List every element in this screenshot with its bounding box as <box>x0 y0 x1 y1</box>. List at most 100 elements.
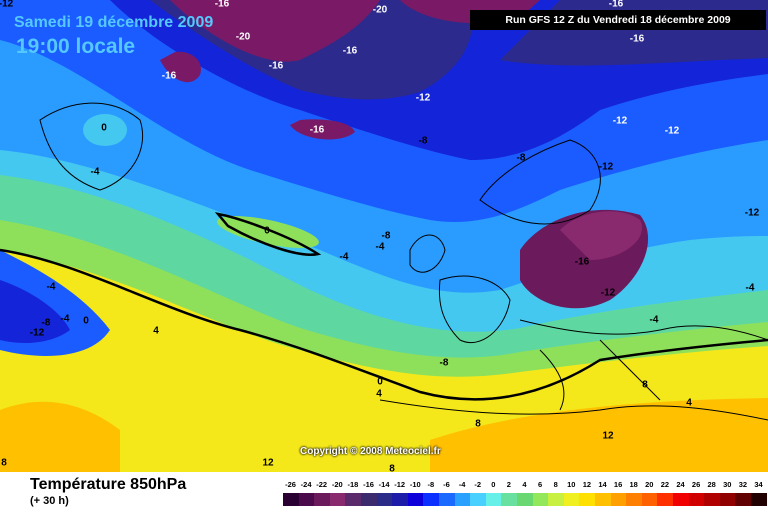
forecast-date: Samedi 19 décembre 2009 <box>14 14 214 31</box>
temperature-map: -12 -16 -16 -20 -20 -16 -16 -16 -16 -12 0 -16 -12 -12… <box>0 0 768 472</box>
legend-tick-label: -20 <box>331 480 343 489</box>
legend-swatch <box>688 493 705 506</box>
contour-value-label: -20 <box>373 5 388 16</box>
contour-value-label: 12 <box>262 458 274 469</box>
legend-tick-label: -18 <box>347 480 359 489</box>
legend-swatch <box>595 493 611 506</box>
legend-tick-label: -26 <box>285 480 296 489</box>
legend-swatch <box>579 493 595 506</box>
legend-swatch <box>704 493 720 506</box>
legend-tick-label: 20 <box>645 480 654 489</box>
contour-value-label: 0 <box>83 316 89 327</box>
legend-swatch <box>501 493 517 506</box>
forecast-lead-time: (+ 30 h) <box>30 495 69 507</box>
legend-tick-label: -4 <box>458 480 466 489</box>
legend-tick-label: -14 <box>378 480 390 489</box>
contour-value-label: -8 <box>440 358 449 369</box>
legend-swatch <box>345 493 361 506</box>
legend-tick-label: 6 <box>538 480 543 489</box>
legend-tick-label: 24 <box>676 480 685 489</box>
contour-value-label: -12 <box>416 93 431 104</box>
legend-swatch <box>423 493 439 506</box>
contour-value-label: 8 <box>642 380 648 391</box>
contour-value-label: -16 <box>269 61 284 72</box>
legend-tick-label: -6 <box>443 480 450 489</box>
legend-tick-label: 12 <box>582 480 592 489</box>
contour-value-label: 8 <box>1 458 7 469</box>
legend-tick-label: 14 <box>598 480 607 489</box>
legend-tick-label: -12 <box>394 480 406 489</box>
contour-value-label: 0 <box>377 377 383 388</box>
contour-value-label: -4 <box>340 252 349 263</box>
legend-swatch <box>563 493 580 506</box>
legend-tick-label: 0 <box>491 480 496 489</box>
legend-swatch <box>454 493 471 506</box>
legend-tick-label: -2 <box>474 480 482 489</box>
contour-value-label: 0 <box>101 123 107 134</box>
contour-value-label: -16 <box>310 125 325 136</box>
legend-swatch <box>610 493 627 506</box>
run-info-banner: Run GFS 12 Z du Vendredi 18 décembre 200… <box>470 10 766 30</box>
legend-swatch <box>517 493 533 506</box>
contour-value-label: -12 <box>601 288 616 299</box>
legend-tick-label: 16 <box>613 480 623 489</box>
legend-tick-label: 4 <box>522 480 527 489</box>
legend-swatch <box>735 493 751 506</box>
legend-swatch <box>361 493 377 506</box>
legend-tick-label: 30 <box>723 480 732 489</box>
legend-tick-label: 10 <box>567 480 576 489</box>
contour-value-label: -16 <box>215 0 230 10</box>
legend-swatch <box>298 493 315 506</box>
contour-value-label: -4 <box>376 242 385 253</box>
legend-tick-label: -8 <box>427 480 435 489</box>
legend-tick-label: 2 <box>506 480 511 489</box>
contour-value-label: -16 <box>630 34 645 45</box>
legend-swatch <box>657 493 673 506</box>
footer-bar: Température 850hPa (+ 30 h) <box>0 472 768 512</box>
contour-value-label: 0 <box>264 226 270 237</box>
contour-value-label: 4 <box>153 326 159 337</box>
contour-value-label: -8 <box>42 318 51 329</box>
legend-swatch <box>392 493 408 506</box>
legend-tick-label: 34 <box>754 480 763 489</box>
legend-tick-label: 32 <box>738 480 748 489</box>
contour-value-label: -12 <box>665 126 680 137</box>
legend-swatch <box>751 493 767 506</box>
contour-value-label: -12 <box>745 208 760 219</box>
legend-tick-label: 8 <box>553 480 558 489</box>
forecast-time: 19:00 locale <box>16 35 136 58</box>
contour-value-label: -12 <box>0 0 14 10</box>
legend-swatch <box>439 493 455 506</box>
legend-swatch <box>376 493 393 506</box>
legend-tick-label: 22 <box>660 480 670 489</box>
contour-value-label: -16 <box>162 71 177 82</box>
contour-value-label: -8 <box>382 231 391 242</box>
contour-value-label: 12 <box>602 431 614 442</box>
contour-value-label: -16 <box>575 257 590 268</box>
legend-tick-label: 28 <box>707 480 716 489</box>
legend-swatch <box>470 493 486 506</box>
contour-value-label: -20 <box>236 32 251 43</box>
copyright-notice: Copyright © 2008 Meteociel.fr <box>300 446 441 457</box>
contour-value-label: -4 <box>746 283 755 294</box>
legend-tick-label: -10 <box>409 480 421 489</box>
legend-swatch <box>329 493 346 506</box>
legend-swatch <box>626 493 642 506</box>
contour-value-label: -16 <box>343 46 358 57</box>
legend-swatch <box>485 493 502 506</box>
map-title: Température 850hPa <box>30 476 187 493</box>
legend-tick-label: 26 <box>691 480 701 489</box>
legend-swatch <box>283 493 299 506</box>
contour-value-label: -16 <box>609 0 624 10</box>
contour-value-label: -4 <box>91 167 100 178</box>
contour-value-label: -4 <box>650 315 659 326</box>
legend-swatch <box>641 493 658 506</box>
contour-value-label: 4 <box>686 398 692 409</box>
contour-value-label: -8 <box>517 153 526 164</box>
legend-swatch <box>314 493 330 506</box>
contour-value-label: 8 <box>389 464 395 472</box>
legend-swatch <box>719 493 736 506</box>
legend-tick-label: -16 <box>363 480 374 489</box>
contour-value-label: 4 <box>376 389 382 400</box>
legend-swatch <box>532 493 549 506</box>
